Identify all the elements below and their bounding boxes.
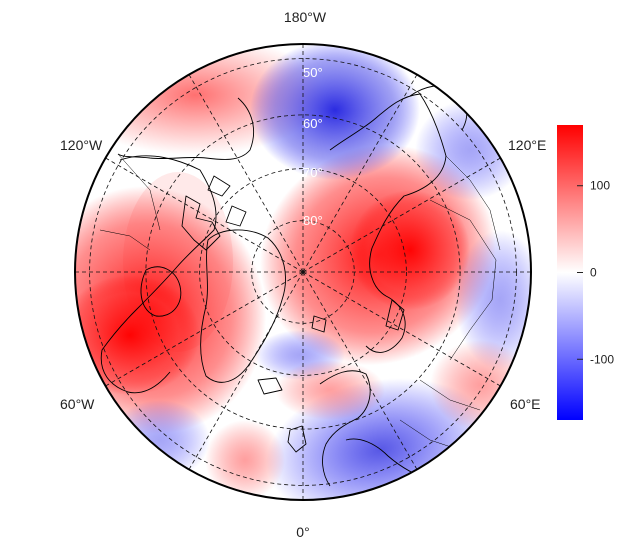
meridian-30 xyxy=(302,271,418,470)
map-outline xyxy=(74,43,532,501)
lon-label-180w: 180°W xyxy=(284,9,327,25)
lon-label-120w: 120°W xyxy=(60,137,103,153)
arctic-islands-coast xyxy=(181,175,247,251)
america-borders xyxy=(99,153,161,251)
meridian-150 xyxy=(302,74,418,273)
anomaly-field xyxy=(75,44,531,500)
meridian-240 xyxy=(105,157,304,273)
lat-circle-70 xyxy=(199,168,407,376)
colorbar: 100 0 -100 xyxy=(557,125,614,420)
asia-borders xyxy=(399,155,501,451)
meridian-210 xyxy=(188,74,304,273)
siberia-coast xyxy=(329,93,447,353)
lat-label-70: 70° xyxy=(303,165,323,180)
lon-label-60w: 60°W xyxy=(60,396,95,412)
iceland-coast xyxy=(257,377,283,395)
lat-label-50: 50° xyxy=(303,65,323,80)
hudson-bay-coast xyxy=(140,266,182,317)
meridian-330 xyxy=(188,271,304,470)
graticule xyxy=(75,44,531,500)
meridian-300 xyxy=(105,271,304,387)
lat-labels: 50° 60° 70° 80° xyxy=(303,65,323,228)
bering-cold-anomaly xyxy=(250,44,420,180)
meridian-60 xyxy=(302,271,501,387)
greenland-coast xyxy=(200,229,286,383)
canadian-arctic-coast xyxy=(100,155,217,394)
alaska-coast xyxy=(117,97,254,160)
lon-label-0: 0° xyxy=(296,524,309,540)
lat-label-60: 60° xyxy=(303,116,323,131)
lat-label-80: 80° xyxy=(303,213,323,228)
lon-labels: 180°W 120°W 120°E 60°W 60°E 0° xyxy=(60,9,546,540)
colorbar-tick-100: 100 xyxy=(590,179,610,193)
colorbar-ticks: 100 0 -100 xyxy=(577,179,614,366)
svalbard-coast xyxy=(311,315,327,333)
meridian-120 xyxy=(302,157,501,273)
lon-label-60e: 60°E xyxy=(510,396,541,412)
british-isles-coast xyxy=(287,425,307,453)
colorbar-tick-neg100: -100 xyxy=(590,352,614,366)
lon-label-120e: 120°E xyxy=(508,137,546,153)
colorbar-tick-0: 0 xyxy=(590,266,597,280)
scandinavia-coast xyxy=(319,370,371,487)
